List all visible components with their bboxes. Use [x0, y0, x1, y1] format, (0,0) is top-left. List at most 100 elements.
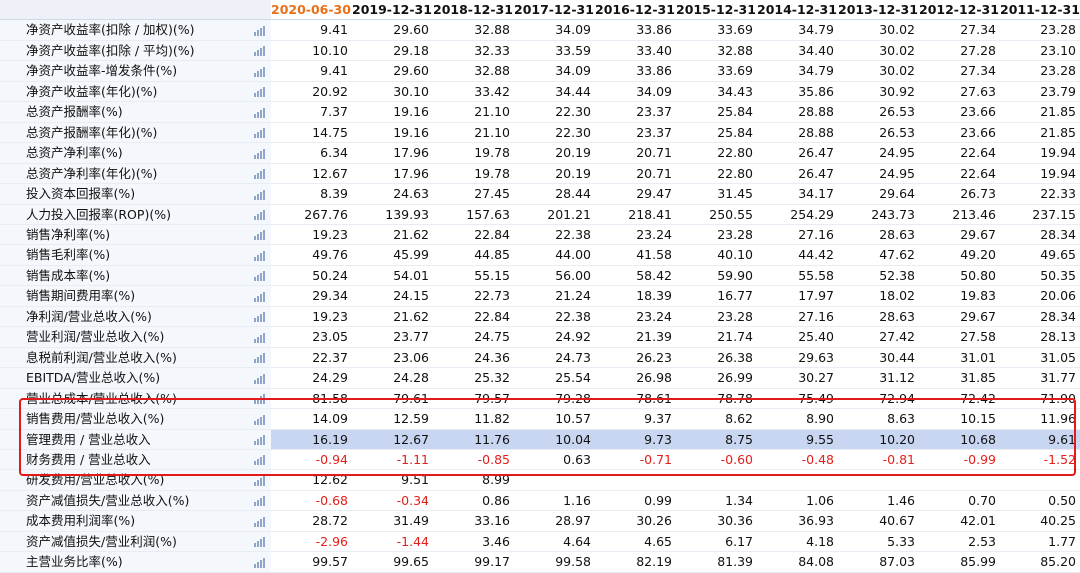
table-row[interactable]: EBITDA/营业总收入(%) 24.29 24.28 25.32 25.54 26.98…: [0, 367, 1080, 389]
bar-chart-icon[interactable]: [253, 230, 265, 241]
table-row[interactable]: 主营业务比率(%) 99.57 99.65 99.17 99.58 82.19 81.39 8…: [0, 551, 1080, 573]
table-row[interactable]: 总资产净利率(%) 6.34 17.96 19.78 20.19 20.71 22.80 26…: [0, 142, 1080, 164]
table-row[interactable]: 财务费用 / 营业总收入 -0.94 -1.11 -0.85 0.63 -0.71 -0.6…: [0, 449, 1080, 471]
chart-button[interactable]: [247, 531, 271, 553]
chart-button[interactable]: [247, 408, 271, 430]
table-row[interactable]: 资产减值损失/营业总收入(%) -0.68 -0.34 0.86 1.16 0.99 1.3…: [0, 490, 1080, 512]
chart-button[interactable]: [247, 388, 271, 410]
table-row[interactable]: 销售期间费用率(%) 29.34 24.15 22.73 21.24 18.39 16.77…: [0, 285, 1080, 307]
chart-button[interactable]: [247, 163, 271, 185]
table-row[interactable]: 管理费用 / 营业总收入 16.19 12.67 11.76 10.04 9.73 8.75…: [0, 429, 1080, 450]
bar-chart-icon[interactable]: [253, 87, 265, 98]
period-header[interactable]: 2019-12-31: [352, 0, 433, 21]
bar-chart-icon[interactable]: [253, 66, 265, 77]
row-label: 人力投入回报率(ROP)(%): [0, 204, 247, 225]
chart-button[interactable]: [247, 204, 271, 225]
table-row[interactable]: 净利润/营业总收入(%) 19.23 21.62 22.84 22.38 23.24 23.…: [0, 306, 1080, 328]
value-cell: 218.41: [595, 204, 676, 225]
chart-button[interactable]: [247, 551, 271, 573]
table-row[interactable]: 总资产报酬率(年化)(%) 14.75 19.16 21.10 22.30 23.37 25…: [0, 122, 1080, 144]
table-row[interactable]: 销售净利率(%) 19.23 21.62 22.84 22.38 23.24 23.28 27…: [0, 224, 1080, 246]
row-label: 销售费用/营业总收入(%): [0, 408, 247, 430]
bar-chart-icon[interactable]: [253, 210, 265, 221]
bar-chart-icon[interactable]: [253, 291, 265, 302]
chart-button[interactable]: [247, 347, 271, 369]
table-row[interactable]: 净资产收益率(年化)(%) 20.92 30.10 33.42 34.44 34.09 34…: [0, 81, 1080, 103]
table-row[interactable]: 成本费用利润率(%) 28.72 31.49 33.16 28.97 30.26 30.36…: [0, 510, 1080, 532]
bar-chart-icon[interactable]: [253, 250, 265, 261]
bar-chart-icon[interactable]: [253, 557, 265, 568]
bar-chart-icon[interactable]: [253, 169, 265, 180]
table-row[interactable]: 投入资本回报率(%) 8.39 24.63 27.45 28.44 29.47 31.45 3…: [0, 183, 1080, 205]
value-cell: 23.24: [595, 306, 676, 328]
value-cell: 12.67: [352, 429, 433, 450]
table-row[interactable]: 销售成本率(%) 50.24 54.01 55.15 56.00 58.42 59.90 55…: [0, 265, 1080, 287]
chart-button[interactable]: [247, 101, 271, 123]
period-header[interactable]: 2012-12-31: [919, 0, 1000, 21]
table-row[interactable]: 销售费用/营业总收入(%) 14.09 12.59 11.82 10.57 9.37 8.6…: [0, 408, 1080, 430]
table-row[interactable]: 净资产收益率-增发条件(%) 9.41 29.60 32.88 34.09 33.86 33…: [0, 60, 1080, 82]
bar-chart-icon[interactable]: [253, 312, 265, 323]
value-cell: 31.49: [352, 510, 433, 532]
bar-chart-icon[interactable]: [253, 496, 265, 507]
header-label-cell: [0, 0, 247, 21]
chart-button[interactable]: [247, 449, 271, 471]
bar-chart-icon[interactable]: [253, 46, 265, 57]
bar-chart-icon[interactable]: [253, 107, 265, 118]
chart-button[interactable]: [247, 285, 271, 307]
period-header[interactable]: 2013-12-31: [838, 0, 919, 21]
bar-chart-icon[interactable]: [253, 455, 265, 466]
chart-button[interactable]: [247, 265, 271, 287]
chart-button[interactable]: [247, 367, 271, 389]
bar-chart-icon[interactable]: [253, 189, 265, 200]
period-header[interactable]: 2016-12-31: [595, 0, 676, 21]
chart-button[interactable]: [247, 326, 271, 348]
chart-button[interactable]: [247, 142, 271, 164]
bar-chart-icon[interactable]: [253, 128, 265, 139]
bar-chart-icon[interactable]: [253, 537, 265, 548]
bar-chart-icon[interactable]: [253, 435, 265, 446]
bar-chart-icon[interactable]: [253, 516, 265, 527]
chart-button[interactable]: [247, 429, 271, 450]
chart-button[interactable]: [247, 224, 271, 246]
bar-chart-icon[interactable]: [253, 271, 265, 282]
period-header[interactable]: 2014-12-31: [757, 0, 838, 21]
bar-chart-icon[interactable]: [253, 148, 265, 159]
chart-button[interactable]: [247, 19, 271, 41]
chart-button[interactable]: [247, 40, 271, 62]
chart-button[interactable]: [247, 122, 271, 144]
table-row[interactable]: 营业利润/营业总收入(%) 23.05 23.77 24.75 24.92 21.39 21…: [0, 326, 1080, 348]
bar-chart-icon[interactable]: [253, 414, 265, 425]
table-row[interactable]: 净资产收益率(扣除 / 加权)(%) 9.41 29.60 32.88 34.09 33.…: [0, 19, 1080, 41]
chart-button[interactable]: [247, 244, 271, 266]
table-row[interactable]: 息税前利润/营业总收入(%) 22.37 23.06 24.36 24.73 26.23 2…: [0, 347, 1080, 369]
table-row[interactable]: 人力投入回报率(ROP)(%) 267.76 139.93 157.63 201.21 2…: [0, 204, 1080, 225]
table-row[interactable]: 营业总成本/营业总收入(%) 81.58 79.61 79.57 79.28 78.61 7…: [0, 388, 1080, 410]
table-row[interactable]: 总资产报酬率(%) 7.37 19.16 21.10 22.30 23.37 25.84 28…: [0, 101, 1080, 123]
value-cell: 22.84: [433, 306, 514, 328]
table-row[interactable]: 净资产收益率(扣除 / 平均)(%) 10.10 29.18 32.33 33.59 33…: [0, 40, 1080, 62]
period-header[interactable]: 2017-12-31: [514, 0, 595, 21]
table-row[interactable]: 资产减值损失/营业利润(%) -2.96 -1.44 3.46 4.64 4.65 6.17…: [0, 531, 1080, 553]
period-header[interactable]: 2011-12-31: [1000, 0, 1080, 21]
chart-button[interactable]: [247, 469, 271, 491]
bar-chart-icon[interactable]: [253, 25, 265, 36]
bar-chart-icon[interactable]: [253, 373, 265, 384]
bar-chart-icon[interactable]: [253, 353, 265, 364]
value-cell: [757, 469, 838, 491]
chart-button[interactable]: [247, 81, 271, 103]
bar-chart-icon[interactable]: [253, 394, 265, 405]
table-row[interactable]: 研发费用/营业总收入(%) 12.62 9.51 8.99: [0, 469, 1080, 491]
chart-button[interactable]: [247, 60, 271, 82]
period-header[interactable]: 2020-06-30: [271, 0, 352, 21]
table-row[interactable]: 总资产净利率(年化)(%) 12.67 17.96 19.78 20.19 20.71 22…: [0, 163, 1080, 185]
bar-chart-icon[interactable]: [253, 332, 265, 343]
chart-button[interactable]: [247, 490, 271, 512]
period-header[interactable]: 2015-12-31: [676, 0, 757, 21]
bar-chart-icon[interactable]: [253, 475, 265, 486]
chart-button[interactable]: [247, 510, 271, 532]
chart-button[interactable]: [247, 183, 271, 205]
period-header[interactable]: 2018-12-31: [433, 0, 514, 21]
chart-button[interactable]: [247, 306, 271, 328]
table-row[interactable]: 销售毛利率(%) 49.76 45.99 44.85 44.00 41.58 40.10 44…: [0, 244, 1080, 266]
